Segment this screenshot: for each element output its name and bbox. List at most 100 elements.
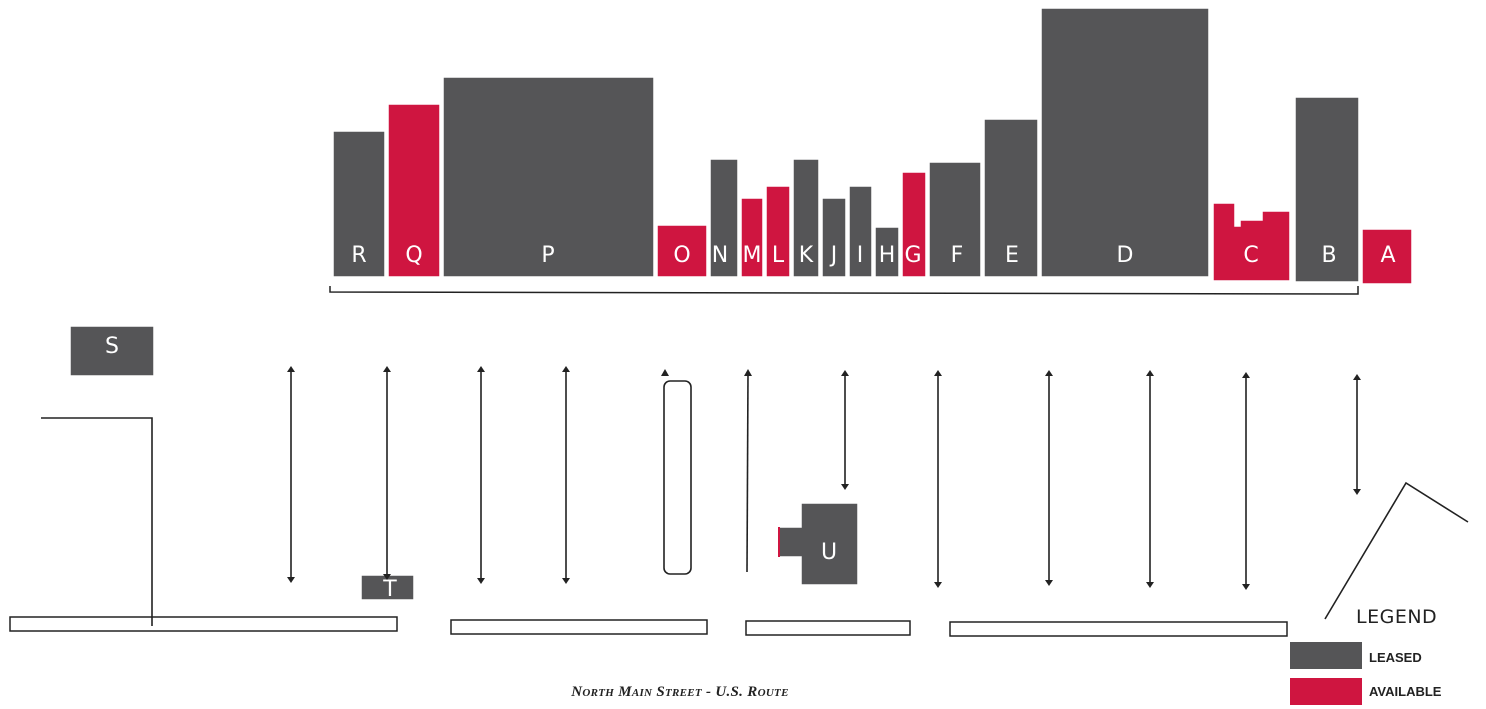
arrow-head-down xyxy=(383,574,391,580)
arrow-head-down xyxy=(562,578,570,584)
parking-aisle-arrow xyxy=(287,366,295,583)
landscape-island xyxy=(663,380,692,575)
arrow-head-down xyxy=(287,577,295,583)
unit-n[interactable]: N xyxy=(709,158,739,278)
street-label: North Main Street - U.S. Route xyxy=(571,684,789,700)
parking-aisle-arrow xyxy=(1353,374,1361,495)
unit-r-shape xyxy=(332,130,386,278)
lot-boundary xyxy=(41,417,153,626)
arrow-head-up xyxy=(562,366,570,372)
unit-k[interactable]: K xyxy=(792,158,820,278)
unit-f-shape xyxy=(928,161,982,278)
arrow-head-down xyxy=(1146,582,1154,588)
arrow-head-up xyxy=(477,366,485,372)
unit-h[interactable]: H xyxy=(874,226,900,278)
unit-u[interactable]: U xyxy=(778,502,859,586)
arrow-head-up xyxy=(287,366,295,372)
arrow-head-up xyxy=(661,369,669,376)
arrow-head-down xyxy=(1045,580,1053,586)
unit-c-label: C xyxy=(1243,243,1258,268)
unit-p-label: P xyxy=(541,243,554,268)
unit-p-shape xyxy=(442,76,655,278)
unit-g-shape xyxy=(901,171,927,278)
parking-aisle-arrow xyxy=(934,370,942,588)
unit-j-shape xyxy=(821,197,847,278)
unit-c[interactable]: C xyxy=(1212,202,1291,282)
unit-o-label: O xyxy=(673,243,690,268)
parking-aisle-arrow xyxy=(477,366,485,584)
unit-e[interactable]: E xyxy=(983,118,1039,278)
units-layer: R Q P O N M L K J I H G F E D C B A S T U xyxy=(69,7,1413,602)
aisle-line xyxy=(746,373,749,573)
building-baseline xyxy=(329,286,1359,295)
unit-d-shape xyxy=(1040,7,1210,278)
unit-p[interactable]: P xyxy=(442,76,655,278)
unit-m-shape xyxy=(740,197,764,278)
unit-n-shape xyxy=(709,158,739,278)
unit-r-label: R xyxy=(351,243,366,268)
arrow-head-up xyxy=(841,370,849,376)
unit-m[interactable]: M xyxy=(740,197,764,278)
arrow-head-down xyxy=(477,578,485,584)
unit-e-shape xyxy=(983,118,1039,278)
unit-k-label: K xyxy=(799,243,814,268)
unit-a-shape xyxy=(1361,228,1413,285)
parking-aisle-arrow xyxy=(1146,370,1154,588)
unit-f[interactable]: F xyxy=(928,161,982,278)
curb-strip xyxy=(9,616,398,632)
unit-q[interactable]: Q xyxy=(387,103,441,278)
arrow-head-down xyxy=(841,484,849,490)
legend-label-available: AVAILABLE xyxy=(1369,684,1442,699)
unit-m-label: M xyxy=(743,243,762,268)
lot-boundary xyxy=(1324,481,1469,620)
legend-title: LEGEND xyxy=(1356,606,1438,628)
arrow-head-up xyxy=(1242,372,1250,378)
unit-u-label: U xyxy=(821,540,837,565)
lines-layer xyxy=(9,286,1469,637)
legend-swatch-leased xyxy=(1290,642,1362,669)
unit-g-label: G xyxy=(904,243,921,268)
unit-s-label: S xyxy=(105,334,119,359)
unit-s[interactable]: S xyxy=(69,325,155,377)
legend-swatch-available xyxy=(1290,678,1362,705)
unit-a-label: A xyxy=(1380,243,1395,268)
unit-g[interactable]: G xyxy=(901,171,927,278)
arrow-head-down xyxy=(1242,584,1250,590)
arrow-head-up xyxy=(383,366,391,372)
unit-r[interactable]: R xyxy=(332,130,386,278)
arrow-head-up xyxy=(934,370,942,376)
unit-o-shape xyxy=(656,224,708,278)
unit-a[interactable]: A xyxy=(1361,228,1413,285)
unit-j[interactable]: J xyxy=(821,197,847,278)
unit-i[interactable]: I xyxy=(848,185,873,278)
unit-n-label: N xyxy=(712,243,728,268)
parking-aisle-arrow xyxy=(383,366,391,580)
parking-aisle-arrow xyxy=(1045,370,1053,586)
unit-l-label: L xyxy=(772,243,785,268)
unit-l-shape xyxy=(765,185,791,278)
curb-strip xyxy=(450,619,708,635)
unit-q-label: Q xyxy=(405,243,422,268)
unit-i-label: I xyxy=(857,243,864,268)
arrow-head-down xyxy=(1353,489,1361,495)
unit-b-label: B xyxy=(1321,243,1336,268)
unit-j-label: J xyxy=(829,243,838,268)
unit-d-label: D xyxy=(1117,243,1134,268)
arrow-head-up xyxy=(744,369,752,376)
unit-s-shape xyxy=(69,325,155,377)
unit-t-label: T xyxy=(382,577,397,602)
curb-strip xyxy=(949,621,1288,637)
unit-b[interactable]: B xyxy=(1294,96,1360,283)
parking-aisle-arrow xyxy=(1242,372,1250,590)
unit-l[interactable]: L xyxy=(765,185,791,278)
unit-d[interactable]: D xyxy=(1040,7,1210,278)
unit-o[interactable]: O xyxy=(656,224,708,278)
unit-i-shape xyxy=(848,185,873,278)
arrow-head-up xyxy=(1353,374,1361,380)
parking-aisle-arrow xyxy=(841,370,849,490)
curb-strip xyxy=(745,620,911,636)
parking-aisle-arrow xyxy=(562,366,570,584)
arrow-head-up xyxy=(1146,370,1154,376)
